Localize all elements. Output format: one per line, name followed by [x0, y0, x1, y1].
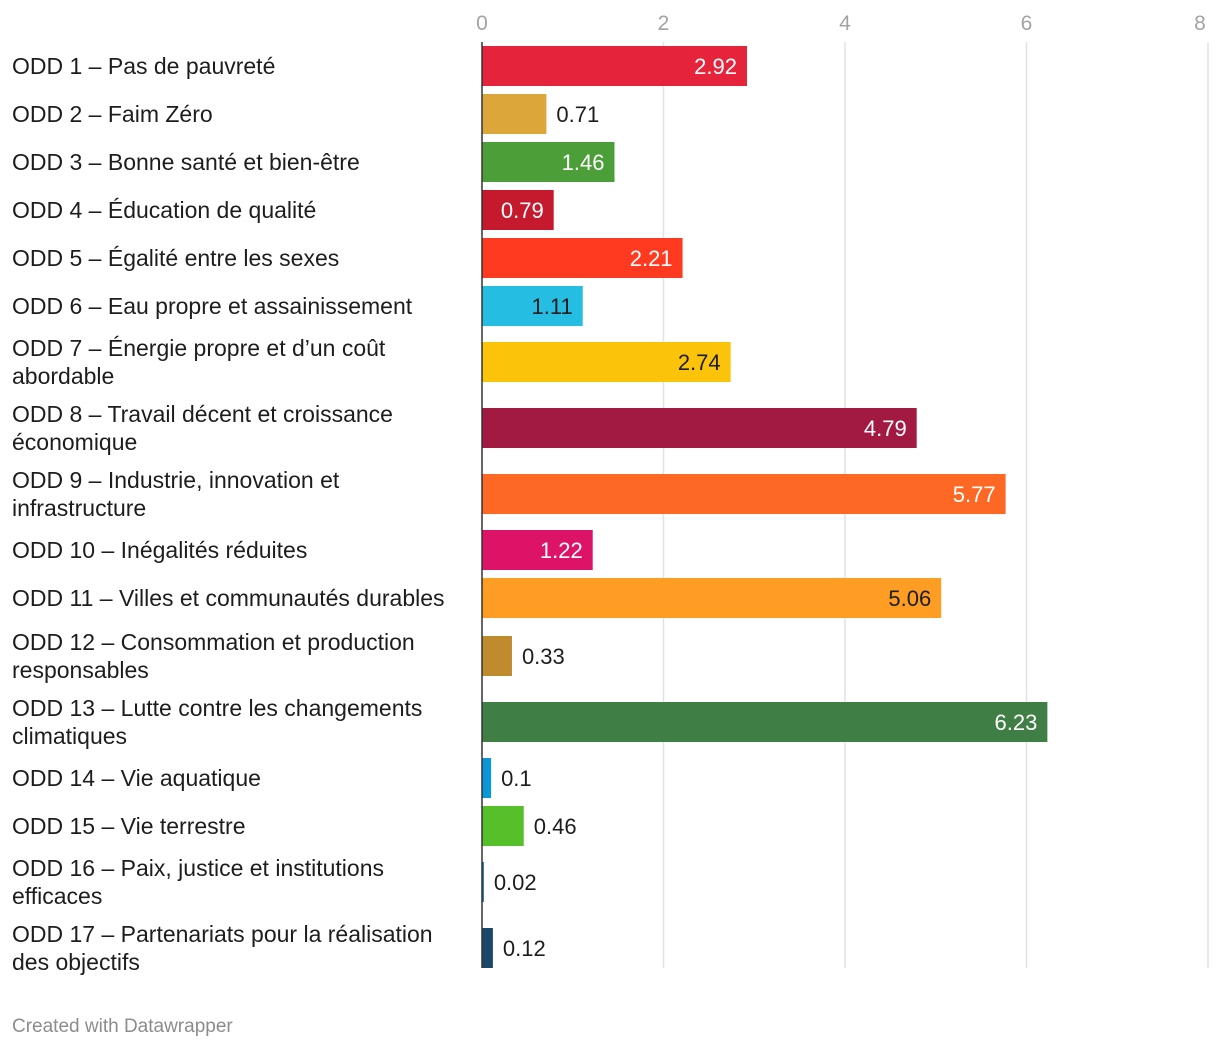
value-label: 0.71 — [556, 102, 599, 127]
category-label: climatiques — [12, 723, 127, 749]
category-label: ODD 14 – Vie aquatique — [12, 765, 261, 791]
category-label: ODD 5 – Égalité entre les sexes — [12, 245, 339, 271]
category-label: ODD 9 – Industrie, innovation et — [12, 467, 340, 493]
category-labels: ODD 1 – Pas de pauvreté ODD 2 – Faim Zéro… — [12, 53, 445, 975]
x-tick-label: 8 — [1194, 12, 1206, 35]
value-label: 0.02 — [494, 870, 537, 895]
category-label: ODD 4 – Éducation de qualité — [12, 197, 316, 223]
value-label: 0.1 — [501, 766, 532, 791]
datawrapper-credit[interactable]: Created with Datawrapper — [12, 1016, 233, 1037]
category-label: ODD 8 – Travail décent et croissance — [12, 401, 393, 427]
value-label: 0.46 — [534, 814, 577, 839]
category-label: responsables — [12, 657, 149, 683]
value-label: 5.77 — [953, 482, 996, 507]
x-tick-label: 2 — [658, 12, 670, 35]
x-axis-ticks: 0 2 4 6 8 — [476, 12, 1206, 35]
value-label: 0.79 — [501, 198, 544, 223]
bar — [482, 806, 524, 846]
value-label: 4.79 — [864, 416, 907, 441]
x-tick-label: 0 — [476, 12, 488, 35]
bars — [482, 46, 1048, 968]
bar — [482, 342, 731, 382]
x-tick-label: 6 — [1021, 12, 1033, 35]
category-label: ODD 7 – Énergie propre et d’un coût — [12, 335, 386, 361]
category-label: ODD 6 – Eau propre et assainissement — [12, 293, 413, 319]
category-label: ODD 3 – Bonne santé et bien-être — [12, 149, 360, 175]
category-label: infrastructure — [12, 495, 146, 521]
bar — [482, 702, 1048, 742]
category-label: ODD 13 – Lutte contre les changements — [12, 695, 422, 721]
bar — [482, 238, 683, 278]
value-label: 1.22 — [540, 538, 583, 563]
category-label: ODD 16 – Paix, justice et institutions — [12, 855, 384, 881]
category-label: ODD 2 – Faim Zéro — [12, 101, 213, 127]
bar — [482, 928, 493, 968]
value-label: 2.74 — [678, 350, 721, 375]
category-label: ODD 12 – Consommation et production — [12, 629, 415, 655]
bar — [482, 46, 747, 86]
bar — [482, 142, 615, 182]
category-label: ODD 10 – Inégalités réduites — [12, 537, 307, 563]
bar — [482, 94, 547, 134]
category-label: des objectifs — [12, 949, 140, 975]
value-label: 0.12 — [503, 936, 546, 961]
value-label: 0.33 — [522, 644, 565, 669]
bar — [482, 578, 942, 618]
bar — [482, 636, 512, 676]
bar — [482, 474, 1006, 514]
category-label: ODD 1 – Pas de pauvreté — [12, 53, 275, 79]
category-label: ODD 17 – Partenariats pour la réalisatio… — [12, 921, 433, 947]
bar — [482, 862, 484, 902]
value-label: 2.21 — [630, 246, 673, 271]
bar — [482, 190, 554, 230]
category-label: ODD 15 – Vie terrestre — [12, 813, 246, 839]
value-label: 5.06 — [888, 586, 931, 611]
category-label: économique — [12, 429, 137, 455]
bar — [482, 286, 583, 326]
category-label: abordable — [12, 363, 114, 389]
bar — [482, 408, 917, 448]
value-label: 1.46 — [562, 150, 605, 175]
value-label: 2.92 — [694, 54, 737, 79]
category-label: efficaces — [12, 883, 102, 909]
bar — [482, 530, 593, 570]
value-label: 1.11 — [532, 294, 573, 319]
value-label: 6.23 — [995, 710, 1038, 735]
x-tick-label: 4 — [839, 12, 851, 35]
value-labels: 2.92 0.71 1.46 0.79 2.21 1.11 2.74 4.79 5.77 1.22… — [494, 54, 1038, 961]
category-label: ODD 11 – Villes et communautés durables — [12, 585, 445, 611]
bar — [482, 758, 492, 798]
